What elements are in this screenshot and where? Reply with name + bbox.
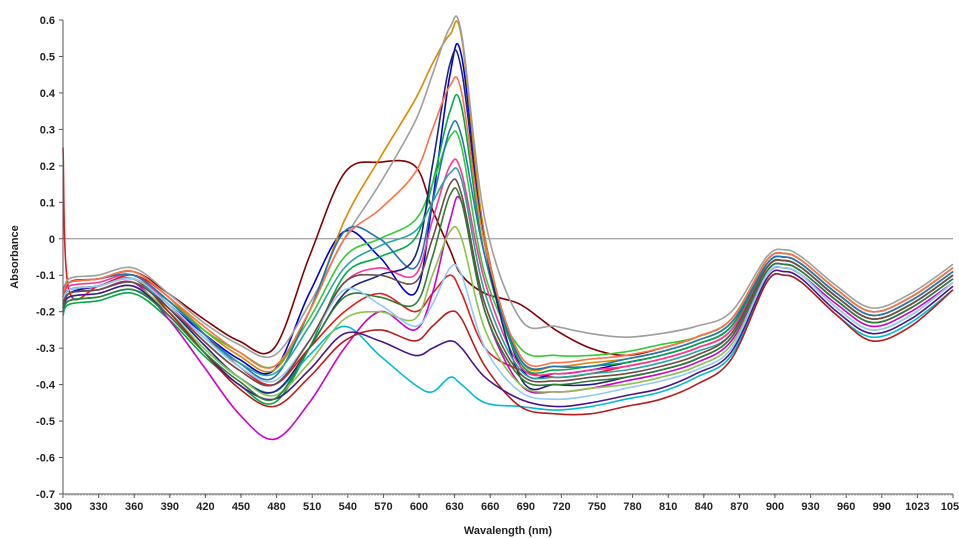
spectrum-line-19 (62, 263, 954, 401)
y-tick-label: 0.5 (40, 51, 55, 63)
y-tick-label: -0.1 (36, 270, 55, 282)
y-tick-label: -0.2 (36, 307, 55, 319)
y-axis-title: Absorbance (9, 225, 21, 289)
x-tick-label: 660 (481, 501, 499, 513)
y-tick-label: 0 (49, 234, 55, 246)
y-axis-ticks (59, 19, 63, 495)
x-tick-label: 1023 (905, 501, 929, 513)
x-tick-label: 420 (196, 501, 214, 513)
x-tick-label: 870 (730, 501, 748, 513)
x-tick-label: 750 (588, 501, 606, 513)
spectrum-line-11 (62, 120, 954, 381)
spectrum-line-20 (62, 178, 954, 387)
y-tick-label: -0.7 (36, 489, 55, 501)
x-tick-label: 480 (267, 501, 285, 513)
y-tick-label: 0.3 (40, 124, 55, 136)
x-tick-label: 930 (801, 501, 819, 513)
x-tick-label: 1059 (941, 501, 959, 513)
x-tick-label: 540 (339, 501, 357, 513)
x-tick-label: 630 (445, 501, 463, 513)
x-tick-label: 300 (54, 501, 72, 513)
x-tick-label: 510 (303, 501, 321, 513)
x-tick-label: 390 (161, 501, 179, 513)
spectra-series-group (62, 15, 954, 441)
y-tick-label: -0.3 (36, 343, 55, 355)
x-tick-label: 570 (374, 501, 392, 513)
y-tick-label: 0.1 (40, 197, 55, 209)
x-tick-label: 600 (410, 501, 428, 513)
y-tick-label: 0.6 (40, 15, 55, 27)
x-tick-labels: 300 330 360 390 420 450 480 510 540 570 600 630 660 6… (54, 501, 959, 513)
y-tick-label: -0.4 (36, 380, 56, 392)
spectrum-line-18 (62, 187, 954, 402)
x-tick-label: 840 (695, 501, 713, 513)
y-tick-labels: 0.6 0.5 0.4 0.3 0.2 0.1 0 -0.1 -0.2 -0.3 -0.4 -0.5 -… (36, 15, 56, 501)
x-tick-label: 780 (623, 501, 641, 513)
y-tick-label: -0.6 (36, 453, 55, 465)
y-tick-label: -0.5 (36, 416, 55, 428)
x-axis-ticks (62, 494, 954, 498)
x-axis-title: Wavalength (nm) (464, 525, 553, 537)
x-tick-label: 450 (232, 501, 250, 513)
x-tick-label: 960 (837, 501, 855, 513)
spectrum-line-5 (62, 15, 954, 359)
spectrum-line-17 (62, 76, 954, 369)
spectrum-line-13 (62, 225, 954, 397)
x-tick-label: 810 (659, 501, 677, 513)
y-tick-label: 0.4 (40, 88, 56, 100)
x-tick-label: 720 (552, 501, 570, 513)
x-tick-label: 330 (89, 501, 107, 513)
y-tick-label: 0.2 (40, 161, 55, 173)
x-tick-label: 900 (766, 501, 784, 513)
x-tick-label: 360 (125, 501, 143, 513)
x-tick-label: 690 (517, 501, 535, 513)
spectrum-line-4 (62, 20, 954, 373)
x-tick-label: 990 (873, 501, 891, 513)
